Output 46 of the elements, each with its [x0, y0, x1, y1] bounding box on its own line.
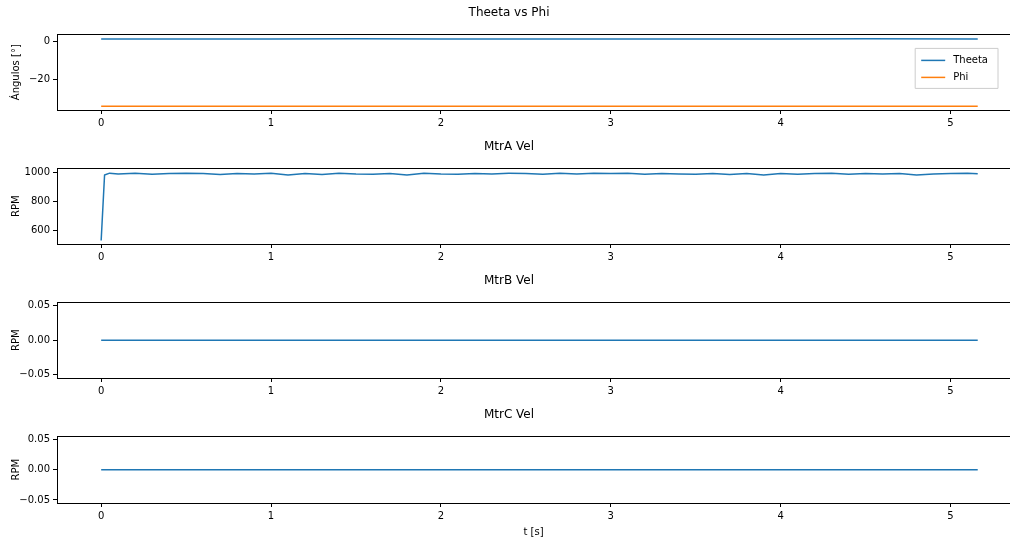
- y-tick-label: 0.05: [27, 433, 50, 445]
- x-tick-label: 5: [947, 250, 954, 262]
- x-tick-label: 1: [267, 509, 275, 521]
- chart-title: MtrC Vel: [483, 407, 535, 422]
- x-tick-label: 2: [437, 116, 445, 128]
- x-tick-label: 5: [947, 509, 954, 521]
- y-tick-label: 0.00: [27, 333, 50, 345]
- y-tick-label: 600: [30, 224, 50, 236]
- x-tick-label: 2: [437, 509, 445, 521]
- y-tick-label: −0.05: [19, 368, 50, 380]
- y-axis-title: RPM: [9, 329, 21, 351]
- legend-label: Phi: [953, 70, 969, 82]
- x-tick-label: 0: [97, 116, 105, 128]
- x-tick-label: 1: [267, 384, 275, 396]
- chart-title: MtrB Vel: [483, 273, 535, 288]
- y-tick-label: −20: [28, 72, 50, 84]
- x-tick-label: 4: [777, 116, 784, 128]
- x-tick-label: 4: [777, 250, 784, 262]
- x-tick-label: 0: [97, 384, 105, 396]
- y-tick-label: −0.05: [19, 493, 50, 505]
- x-tick-label: 4: [777, 384, 784, 396]
- y-tick-label: 0: [43, 35, 50, 47]
- legend-label: Theeta: [952, 53, 989, 65]
- x-tick-label: 5: [947, 384, 954, 396]
- x-tick-label: 1: [267, 116, 275, 128]
- chart-title: Theeta vs Phi: [467, 5, 550, 20]
- x-tick-label: 3: [607, 509, 614, 521]
- y-tick-label: 800: [30, 195, 50, 207]
- x-tick-label: 2: [437, 250, 445, 262]
- y-axis-title: RPM: [9, 458, 21, 481]
- x-tick-label: 3: [607, 250, 614, 262]
- x-tick-label: 1: [267, 250, 275, 262]
- y-axis-title: Ángulos [°]: [8, 44, 21, 101]
- x-tick-label: 4: [777, 509, 784, 521]
- y-tick-label: 0.05: [27, 299, 50, 311]
- x-tick-label: 0: [97, 250, 105, 262]
- y-axis-title: RPM: [9, 195, 21, 217]
- x-tick-label: 3: [607, 384, 614, 396]
- y-tick-label: 0.00: [27, 463, 50, 475]
- x-axis-title: t [s]: [523, 525, 544, 537]
- x-tick-label: 0: [97, 509, 105, 521]
- y-tick-label: 1000: [24, 166, 50, 178]
- x-tick-label: 2: [437, 384, 445, 396]
- chart-title: MtrA Vel: [483, 139, 535, 154]
- x-tick-label: 5: [947, 116, 954, 128]
- x-tick-label: 3: [607, 116, 614, 128]
